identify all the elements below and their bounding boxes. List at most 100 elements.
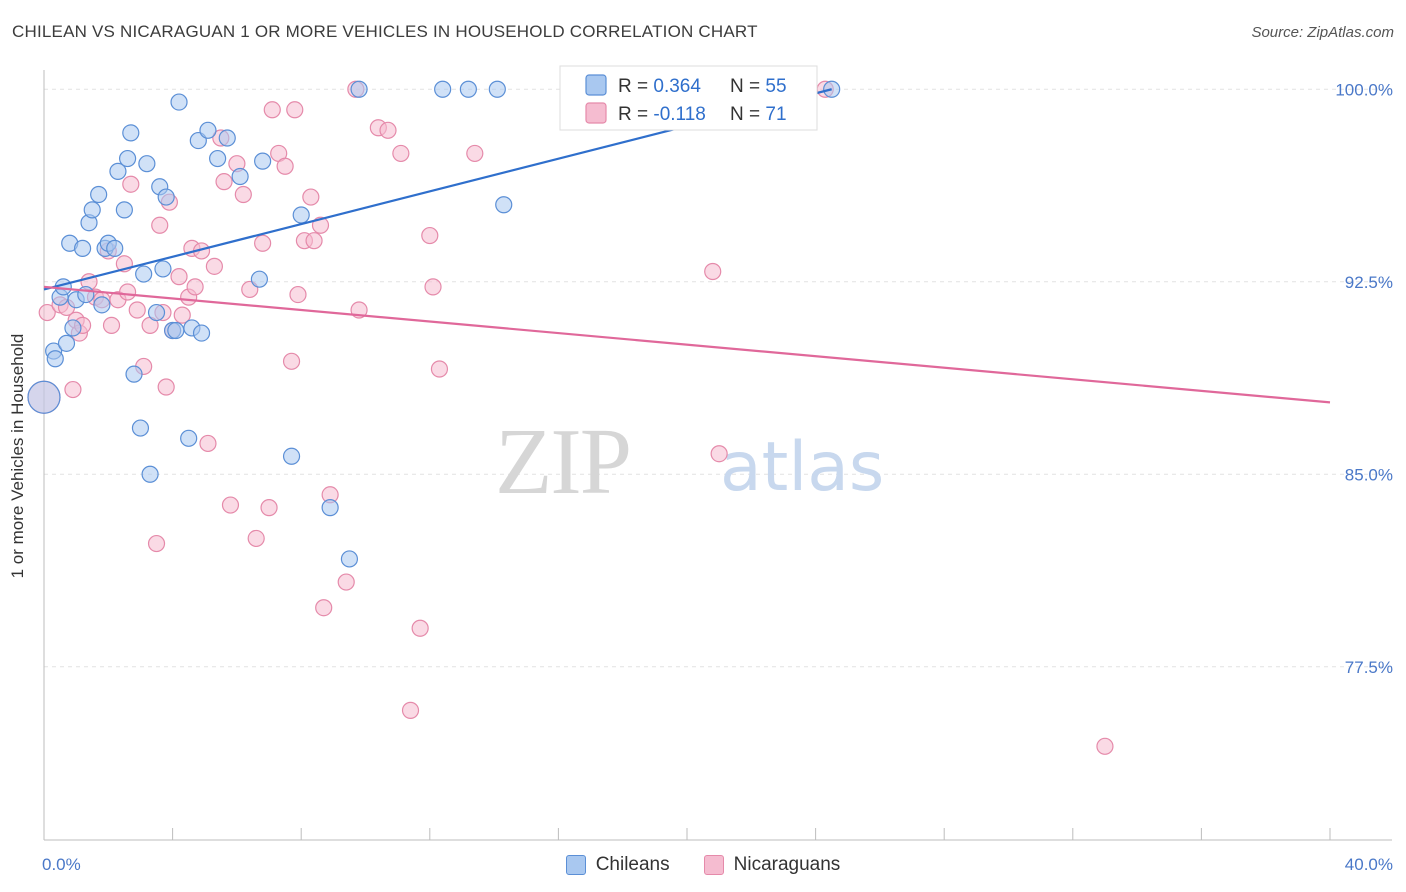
axes <box>43 70 1392 841</box>
nicaraguan-point <box>64 380 82 399</box>
chilean-point <box>292 206 310 224</box>
x-tick-label: 40.0% <box>1345 855 1393 874</box>
nicaraguan-point <box>1096 737 1114 755</box>
chileans-points <box>27 80 841 568</box>
chilean-point <box>77 285 95 304</box>
chilean-point <box>125 365 143 383</box>
chilean-point <box>115 201 133 219</box>
nicaraguan-point <box>186 278 204 296</box>
y-tick-label: 77.5% <box>1345 658 1393 677</box>
legend-r-value-nicaraguans: -0.118 <box>653 104 705 125</box>
legend-r-value-chileans: 0.364 <box>653 76 701 97</box>
nicaraguan-point <box>147 534 166 553</box>
chilean-point <box>157 188 175 206</box>
nicaraguan-point <box>704 262 722 281</box>
nicaraguan-point <box>430 360 449 378</box>
chilean-point <box>118 149 137 168</box>
nicaraguan-point <box>421 226 439 245</box>
legend-n-value-nicaraguans: 71 <box>765 104 786 125</box>
chilean-point <box>83 201 101 219</box>
legend-n-label: N = <box>730 104 765 125</box>
chart-title: CHILEAN VS NICARAGUAN 1 OR MORE VEHICLES… <box>12 22 758 41</box>
chilean-point <box>141 465 159 483</box>
nicaraguans-trend-line <box>43 285 1331 404</box>
nicaraguan-point <box>337 573 355 591</box>
chilean-point <box>167 321 185 340</box>
legend-swatch-nicaraguans <box>703 855 724 875</box>
nicaraguan-point <box>424 278 442 296</box>
legend-item-nicaraguans[interactable]: Nicaraguans <box>703 852 841 878</box>
x-tick-labels: 0.0% 40.0% <box>42 855 1393 874</box>
chilean-point <box>135 265 153 283</box>
nicaraguan-point <box>392 144 410 163</box>
chilean-point <box>218 129 236 147</box>
legend-swatch-nicaraguans <box>585 102 607 124</box>
nicaraguan-point <box>157 378 175 396</box>
nicaraguan-point <box>466 144 484 163</box>
chilean-point <box>180 429 198 447</box>
trend-lines <box>43 88 1331 404</box>
chilean-point <box>170 93 188 111</box>
chilean-point <box>321 499 339 517</box>
chilean-point <box>495 196 513 214</box>
legend-label-chileans: Chileans <box>595 854 670 875</box>
watermark: ZIP atlas <box>495 410 884 514</box>
y-tick-label: 85.0% <box>1345 465 1393 484</box>
y-tick-labels: 100.0% 92.5% 85.0% 77.5% <box>1335 80 1393 677</box>
nicaraguan-point <box>254 234 272 252</box>
y-tick-label: 100.0% <box>1335 80 1393 99</box>
watermark-atlas: atlas <box>720 428 884 507</box>
chilean-point <box>154 260 172 278</box>
chilean-point <box>199 121 217 139</box>
nicaraguan-point <box>302 188 320 206</box>
correlation-legend: R = 0.364 N = 55 R = -0.118 N = 71 <box>559 65 818 131</box>
y-tick-label: 92.5% <box>1345 273 1393 292</box>
y-axis-label: 1 or more Vehicles in Household <box>8 333 27 579</box>
chilean-point <box>250 270 269 288</box>
nicaraguan-point <box>221 496 240 514</box>
chilean-point <box>131 419 150 437</box>
nicaraguan-point <box>401 701 420 719</box>
chilean-point <box>459 80 477 98</box>
nicaraguan-point <box>38 303 56 322</box>
nicaraguan-point <box>173 306 191 324</box>
svg-text:R = -0.118: R = -0.118 <box>618 104 706 125</box>
nicaraguan-point <box>118 283 137 301</box>
nicaraguan-point <box>411 619 429 637</box>
nicaraguan-point <box>260 499 278 517</box>
chilean-point <box>434 80 452 98</box>
chilean-point <box>138 155 156 173</box>
nicaraguan-point <box>276 157 294 175</box>
chilean-point <box>93 296 111 314</box>
legend-label-nicaraguans: Nicaraguans <box>733 854 841 875</box>
nicaraguan-point <box>379 121 397 139</box>
chilean-point <box>73 239 92 257</box>
nicaraguan-point <box>199 434 217 453</box>
chilean-point <box>340 550 359 568</box>
chilean-point <box>64 319 82 337</box>
nicaraguan-point <box>170 268 188 286</box>
chilean-point <box>231 167 249 186</box>
x-tick-label: 0.0% <box>42 855 81 874</box>
svg-text:R = 0.364: R = 0.364 <box>618 76 701 97</box>
chilean-point <box>192 324 211 342</box>
nicaraguan-point <box>282 352 301 370</box>
legend-swatch-chileans <box>565 855 586 875</box>
nicaraguan-point <box>128 301 146 319</box>
legend-item-chileans[interactable]: Chileans <box>565 852 670 878</box>
nicaraguan-point <box>102 316 121 334</box>
nicaraguan-point <box>215 173 233 191</box>
chilean-point <box>122 124 140 142</box>
chilean-point <box>57 334 76 352</box>
nicaraguan-point <box>234 185 252 204</box>
nicaraguan-point <box>289 285 307 304</box>
nicaraguan-point <box>151 216 169 234</box>
chilean-point <box>254 152 272 170</box>
nicaraguan-point <box>286 101 304 119</box>
chilean-point <box>106 239 124 257</box>
chilean-point <box>90 185 108 204</box>
source-label: Source: ZipAtlas.com <box>1251 24 1394 41</box>
svg-text:N = 55: N = 55 <box>730 76 787 97</box>
chilean-point <box>27 380 61 414</box>
